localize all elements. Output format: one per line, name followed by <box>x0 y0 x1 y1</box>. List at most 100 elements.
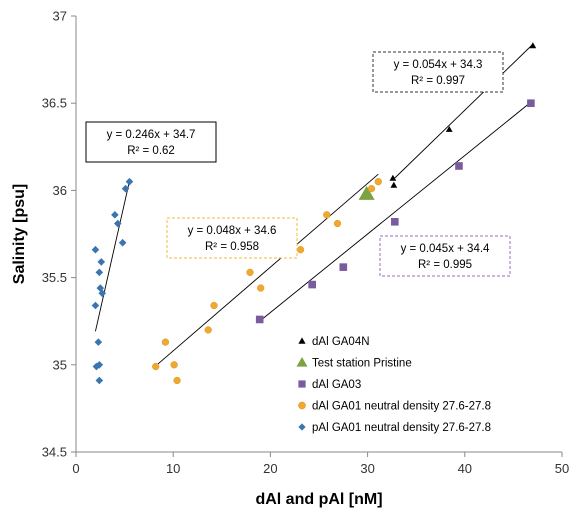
data-point <box>118 238 127 247</box>
data-point <box>389 174 397 181</box>
x-tick-label: 10 <box>166 461 180 476</box>
legend-item-test-station-pristine: Test station Pristine <box>296 357 412 370</box>
trendline-r-squared: R² = 0.995 <box>418 259 472 271</box>
trendline-equation: y = 0.045x + 34.4 <box>401 243 490 255</box>
trendline-annotations: y = 0.054x + 34.3 R² = 0.997 y = 0.045x + … <box>85 51 511 277</box>
trendline-4 <box>95 181 130 332</box>
data-point <box>113 219 122 228</box>
x-tick-label: 50 <box>555 461 569 476</box>
data-point <box>98 289 107 298</box>
data-point <box>374 178 382 186</box>
legend-marker <box>296 357 308 367</box>
trendline-3 <box>155 173 379 367</box>
data-point <box>161 338 170 346</box>
y-axis-ticks: 34.5 35 35.5 36 36.5 37 <box>42 9 76 460</box>
data-point <box>91 245 100 254</box>
data-point <box>95 268 104 277</box>
y-tick-label: 35.5 <box>42 270 67 285</box>
trendline-label-box: y = 0.045x + 34.4 R² = 0.995 <box>379 235 511 277</box>
data-point <box>204 326 212 334</box>
legend-marker <box>298 380 306 388</box>
trendline-equation: y = 0.246x + 34.7 <box>107 129 196 141</box>
data-point <box>367 185 376 193</box>
trendline-label-box: y = 0.048x + 34.6 R² = 0.958 <box>166 217 298 259</box>
data-point <box>257 284 265 292</box>
data-point <box>390 181 398 188</box>
data-point <box>445 125 453 132</box>
series-dal-ga01-neutral-density-27-6-27-8 <box>152 178 382 385</box>
trendline-2 <box>259 101 532 322</box>
data-point <box>170 361 178 369</box>
y-tick-label: 35 <box>53 357 67 372</box>
data-point <box>95 376 104 385</box>
label-box-frame <box>372 51 504 93</box>
series-test-station-pristine <box>358 185 375 200</box>
y-axis-title: Salinity [psu] <box>11 184 28 284</box>
y-tick-label: 37 <box>53 9 67 24</box>
trendline-equation: y = 0.054x + 34.3 <box>394 59 483 71</box>
data-point <box>94 338 103 346</box>
y-tick-label: 36.5 <box>42 96 67 111</box>
trendline-r-squared: R² = 0.62 <box>127 145 175 157</box>
x-tick-label: 20 <box>263 461 277 476</box>
data-point <box>152 362 160 371</box>
data-points <box>91 42 537 385</box>
legend-label: dAl GA04N <box>312 336 370 348</box>
trendline-equation: y = 0.048x + 34.6 <box>188 225 277 237</box>
data-point <box>121 184 130 193</box>
data-point <box>96 284 105 292</box>
x-tick-label: 30 <box>360 461 374 476</box>
label-box-frame <box>85 121 217 163</box>
trendline-r-squared: R² = 0.958 <box>205 241 259 253</box>
x-axis-ticks: 0 10 20 30 40 50 <box>72 452 569 476</box>
data-point <box>391 217 399 226</box>
legend-label: pAl GA01 neutral density 27.6-27.8 <box>312 422 491 434</box>
trendline-r-squared: R² = 0.997 <box>411 75 465 87</box>
data-point <box>92 362 101 371</box>
data-point <box>173 376 181 385</box>
data-point <box>323 211 331 219</box>
trendline-label-box: y = 0.054x + 34.3 R² = 0.997 <box>372 51 504 93</box>
legend-label: Test station Pristine <box>312 358 412 370</box>
data-point <box>529 42 537 49</box>
label-box-frame <box>166 217 298 259</box>
y-tick-label: 36 <box>53 183 67 198</box>
legend-item-dal-ga01-neutral-density-27-6-27-8: dAl GA01 neutral density 27.6-27.8 <box>298 401 491 413</box>
data-point <box>455 162 463 170</box>
legend-marker <box>298 423 306 431</box>
legend-marker <box>298 337 306 344</box>
label-box-frame <box>379 235 511 277</box>
x-tick-label: 0 <box>72 461 79 476</box>
legend-item-dal-ga04n: dAl GA04N <box>298 336 370 348</box>
data-point <box>358 185 375 200</box>
data-point <box>333 219 342 228</box>
trendline-label-box: y = 0.246x + 34.7 R² = 0.62 <box>85 121 217 163</box>
data-point <box>111 211 119 219</box>
series-dal-ga04n <box>389 42 537 188</box>
data-point <box>339 263 348 271</box>
legend-marker <box>298 401 306 410</box>
legend: dAl GA04N Test station Pristine dAl GA03 dA… <box>296 336 491 434</box>
y-tick-label: 34.5 <box>42 445 67 460</box>
data-point <box>97 258 106 266</box>
x-axis-title: dAl and pAl [nM] <box>255 491 382 508</box>
data-point <box>255 315 264 324</box>
data-point <box>308 280 316 289</box>
legend-label: dAl GA01 neutral density 27.6-27.8 <box>312 401 491 413</box>
data-point <box>125 177 134 186</box>
plot-frame <box>75 16 562 453</box>
series-dal-ga03 <box>255 99 535 324</box>
data-point <box>527 99 535 107</box>
trendline-1 <box>392 43 534 181</box>
legend-item-dal-ga03: dAl GA03 <box>298 379 361 391</box>
data-point <box>91 301 100 310</box>
data-point <box>95 361 104 369</box>
legend-item-pal-ga01-neutral-density-27-6-27-8: pAl GA01 neutral density 27.6-27.8 <box>298 422 491 434</box>
data-point <box>296 246 305 254</box>
legend-label: dAl GA03 <box>312 379 361 391</box>
data-point <box>246 268 254 277</box>
trendlines <box>95 43 534 367</box>
data-point <box>210 301 218 310</box>
x-tick-label: 40 <box>458 461 472 476</box>
